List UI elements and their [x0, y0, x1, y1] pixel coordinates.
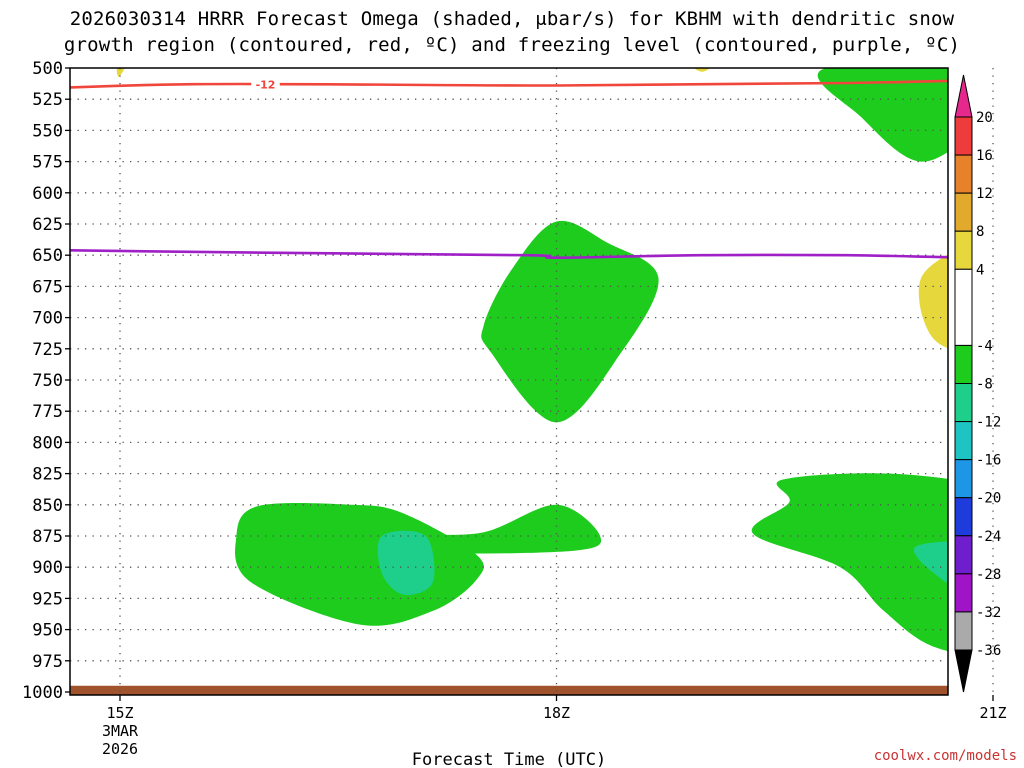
- colorbar-label: -4: [976, 338, 993, 354]
- y-tick-label: 775: [32, 402, 63, 422]
- colorbar-bin: [954, 154, 973, 194]
- dgz-contour-line: [70, 79, 948, 89]
- y-tick-label: 575: [32, 153, 63, 173]
- chart-title-line-1: 2026030314 HRRR Forecast Omega (shaded, …: [69, 8, 955, 30]
- y-tick-label: 700: [32, 309, 63, 329]
- y-tick-label: 1000: [22, 683, 63, 703]
- plot-frame: [69, 67, 949, 696]
- credit-text: coolwx.com/models: [874, 748, 1017, 764]
- colorbar-bin: [954, 268, 973, 346]
- colorbar-label: -32: [976, 605, 1001, 621]
- x-tick-year: 2026: [102, 740, 138, 758]
- y-tick-label: 625: [32, 215, 63, 235]
- contour-layer: -12-1200: [70, 77, 948, 260]
- y-tick-label: 975: [32, 652, 63, 672]
- y-tick-label: 800: [32, 433, 63, 453]
- y-tick-label: 500: [32, 59, 63, 79]
- omega-region-yellow-mid-21z: [918, 254, 948, 349]
- y-tick-label: 525: [32, 90, 63, 110]
- colorbar-label: -8: [976, 377, 993, 393]
- colorbar-label: 20: [976, 110, 993, 126]
- colorbar-bin: [954, 497, 973, 537]
- dgz-contour-label: -12: [256, 78, 276, 91]
- colorbar-top-arrow: [954, 74, 973, 118]
- x-axis-title: Forecast Time (UTC): [412, 750, 606, 768]
- colorbar-label: 16: [976, 148, 993, 164]
- omega-region-green-mid-18z: [481, 220, 659, 423]
- x-tick-label: 15Z: [106, 704, 133, 722]
- colorbar: 20 16 12 8 4 -4 -8 -12 -16 -20 -24 -28 -32 -36: [954, 74, 1001, 693]
- colorbar-bin: [954, 535, 973, 575]
- axes: 500 525 550 575 600 625 650 675 700 725 750 775 800 8…: [22, 59, 1007, 758]
- colorbar-bin: [954, 573, 973, 613]
- colorbar-label: 12: [976, 186, 993, 202]
- ground-strip: [70, 685, 948, 695]
- omega-region-green-low-21z: [751, 473, 948, 652]
- colorbar-label: -24: [976, 529, 1001, 545]
- x-tick-label: 18Z: [543, 704, 570, 722]
- omega-region-teal-16z: [377, 530, 435, 595]
- colorbar-label: -20: [976, 491, 1001, 507]
- y-tick-label: 850: [32, 496, 63, 516]
- colorbar-label: 8: [976, 224, 984, 240]
- y-tick-label: 900: [32, 558, 63, 578]
- colorbar-bin: [954, 344, 973, 384]
- colorbar-bin: [954, 459, 973, 499]
- y-tick-label: 925: [32, 589, 63, 609]
- colorbar-bottom-arrow: [954, 649, 973, 693]
- omega-region-green-upper-21z: [817, 68, 948, 162]
- y-tick-label: 950: [32, 621, 63, 641]
- y-tick-label: 550: [32, 121, 63, 141]
- dgz-label-bg-0: [251, 77, 280, 92]
- y-tick-label: 875: [32, 527, 63, 547]
- x-tick-date: 3MAR: [102, 722, 139, 740]
- y-tick-label: 675: [32, 277, 63, 297]
- x-tick-label: 21Z: [979, 704, 1006, 722]
- colorbar-bin: [954, 421, 973, 461]
- colorbar-label: -16: [976, 453, 1001, 469]
- colorbar-bin: [954, 192, 973, 232]
- colorbar-bin: [954, 611, 973, 651]
- colorbar-bin: [954, 383, 973, 423]
- omega-region-teal-21z: [913, 541, 948, 584]
- colorbar-label: -28: [976, 567, 1001, 583]
- colorbar-label: -12: [976, 415, 1001, 431]
- y-tick-label: 600: [32, 184, 63, 204]
- chart-title-line-2: growth region (contoured, red, ºC) and f…: [63, 34, 961, 56]
- freezing-contour-line: [70, 249, 948, 260]
- y-tick-label: 725: [32, 340, 63, 360]
- y-tick-label: 750: [32, 371, 63, 391]
- colorbar-label: -36: [976, 643, 1001, 659]
- omega-region-yellow-top-19z: [694, 68, 710, 72]
- omega-region-green-low-17z: [395, 504, 602, 554]
- omega-region-green-low-16z: [235, 502, 484, 626]
- omega-region-yellow-top-15z: [116, 68, 125, 77]
- y-tick-label: 825: [32, 465, 63, 485]
- omega-shading-layer: [70, 68, 948, 695]
- y-tick-label: 650: [32, 246, 63, 266]
- colorbar-bin: [954, 116, 973, 156]
- colorbar-bin: [954, 230, 973, 270]
- colorbar-label: 4: [976, 262, 984, 278]
